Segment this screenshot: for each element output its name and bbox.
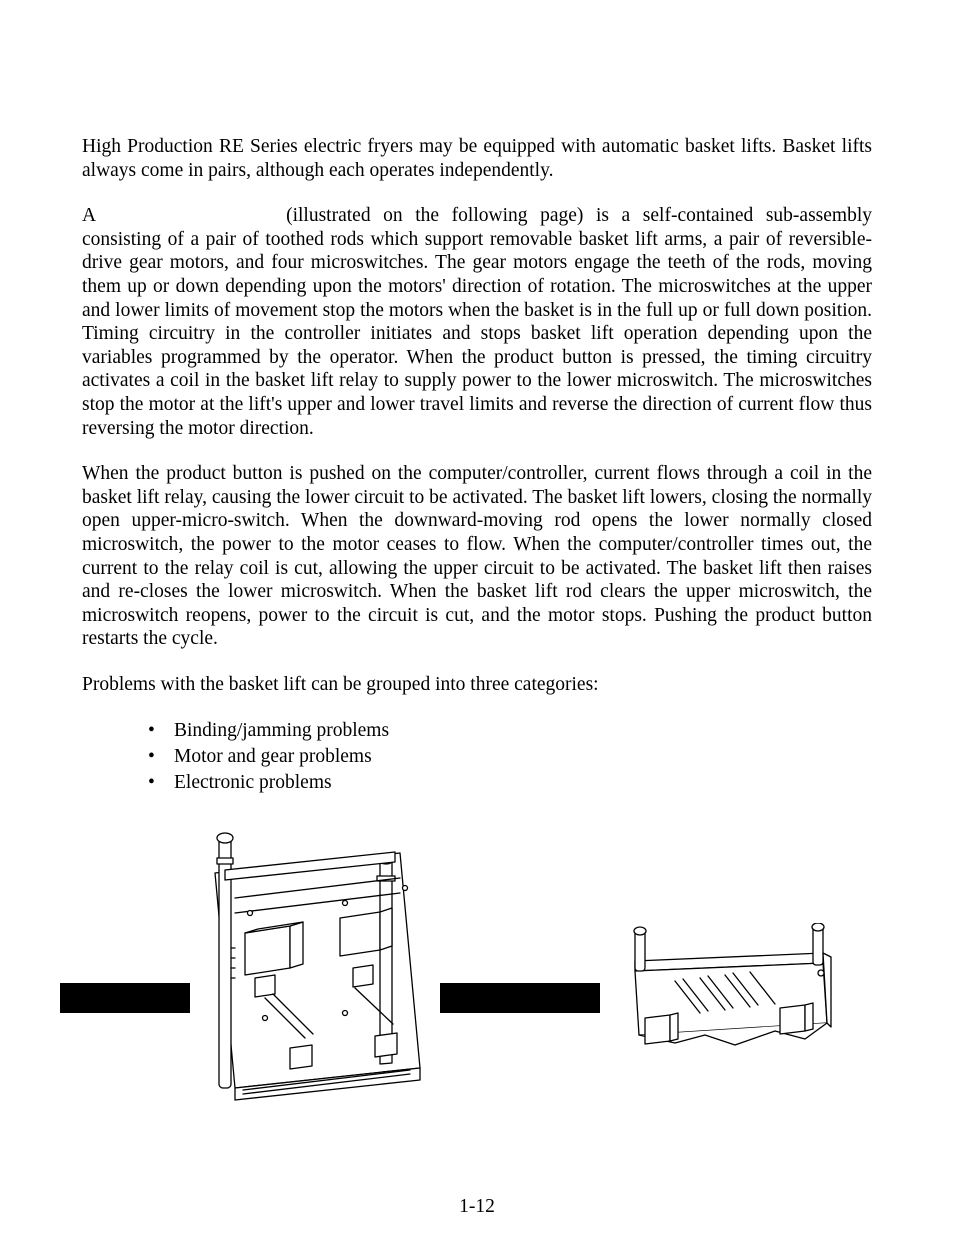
basket-lift-isometric-svg [195,818,435,1113]
basket-lift-rear-svg [605,923,835,1058]
figures-region [60,818,892,1158]
page-number: 1-12 [0,1196,954,1218]
bullet-list: Binding/jamming problems Motor and gear … [82,718,872,795]
right-black-bar [440,983,600,1013]
paragraph-2-body: (illustrated on the following page) is a… [82,205,872,438]
page-body: High Production RE Series electric fryer… [82,135,872,818]
bullet-item-1: Binding/jamming problems [152,718,872,744]
paragraph-4: Problems with the basket lift can be gro… [82,673,872,697]
paragraph-2: A(illustrated on the following page) is … [82,204,872,440]
left-black-bar [60,983,190,1013]
bullet-item-2: Motor and gear problems [152,744,872,770]
bullet-item-3: Electronic problems [152,770,872,796]
paragraph-1: High Production RE Series electric fryer… [82,135,872,182]
paragraph-2-lead: A [82,205,96,226]
paragraph-3: When the product button is pushed on the… [82,462,872,651]
figure-basket-lift-rear [605,923,835,1058]
figure-basket-lift-isometric [195,818,435,1113]
